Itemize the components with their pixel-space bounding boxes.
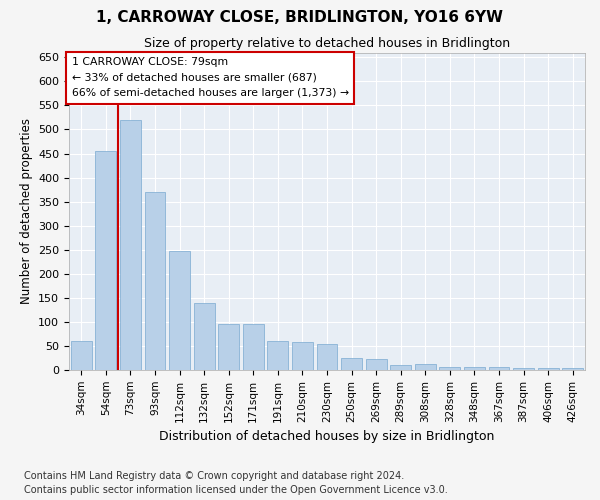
Bar: [169, 250, 190, 370]
Text: 1 CARROWAY CLOSE: 79sqm
← 33% of detached houses are smaller (687)
66% of semi-d: 1 CARROWAY CLOSE: 79sqm ← 33% of detache…: [71, 58, 349, 98]
Bar: [439, 366, 460, 370]
Bar: [365, 360, 386, 370]
Text: 1, CARROWAY CLOSE, BRIDLINGTON, YO16 6YW: 1, CARROWAY CLOSE, BRIDLINGTON, YO16 6YW: [97, 10, 503, 25]
Bar: [194, 302, 215, 370]
Bar: [145, 192, 166, 370]
Bar: [120, 120, 141, 370]
Text: Contains HM Land Registry data © Crown copyright and database right 2024.
Contai: Contains HM Land Registry data © Crown c…: [24, 471, 448, 495]
Bar: [243, 324, 264, 370]
Bar: [562, 368, 583, 370]
Bar: [292, 342, 313, 370]
Bar: [268, 341, 289, 370]
Bar: [317, 344, 337, 370]
Bar: [218, 324, 239, 370]
Title: Size of property relative to detached houses in Bridlington: Size of property relative to detached ho…: [144, 37, 510, 50]
Bar: [513, 368, 534, 370]
Bar: [95, 151, 116, 370]
Bar: [538, 368, 559, 370]
Bar: [415, 364, 436, 370]
Bar: [341, 358, 362, 370]
Bar: [390, 365, 411, 370]
Bar: [464, 366, 485, 370]
Y-axis label: Number of detached properties: Number of detached properties: [20, 118, 32, 304]
X-axis label: Distribution of detached houses by size in Bridlington: Distribution of detached houses by size …: [160, 430, 494, 443]
Bar: [71, 341, 92, 370]
Bar: [488, 367, 509, 370]
